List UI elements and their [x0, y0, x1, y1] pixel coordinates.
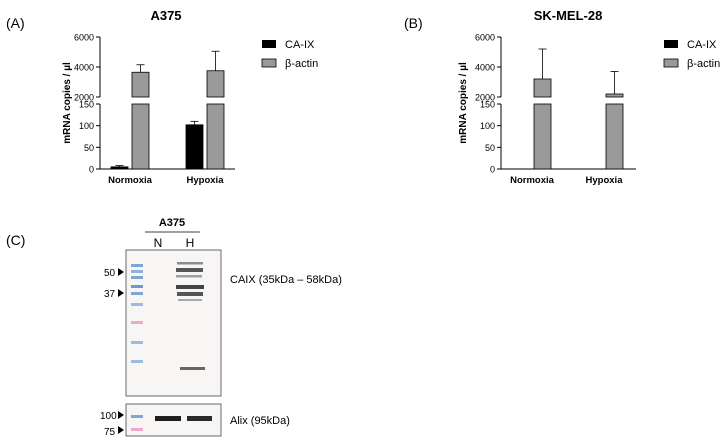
blot-marker-75: 75	[104, 427, 116, 438]
blot-bottom-bands	[155, 416, 212, 421]
chart-b-ytick-label-lower-1: 100	[480, 121, 495, 131]
blot-marker-50-arrow	[118, 268, 124, 276]
chart-a-bar-0-0	[110, 166, 129, 170]
panel-a-title: A375	[150, 8, 181, 23]
chart-b-ytick-label-upper-1: 4000	[475, 63, 495, 73]
blot-bottom-ladder	[131, 415, 143, 431]
blot-top-bands	[176, 262, 205, 370]
chart-b-xtick-label-0: Normoxia	[510, 175, 555, 186]
chart-b-bar-1-1-upper	[605, 93, 624, 98]
blot-marker-100: 100	[100, 411, 117, 422]
chart-a-xtick-label-0: Normoxia	[108, 175, 153, 186]
legend-b-label-ca-ix: CA-IX	[687, 39, 717, 51]
legend-a-swatch-ca-ix	[262, 40, 276, 48]
blot-bottom-label: Alix (95kDa)	[230, 415, 290, 427]
chart-a-ytick-label-lower-1: 100	[79, 121, 94, 131]
chart-b-bar-1-1-lower	[605, 103, 624, 170]
chart-a-axis-break-gap	[101, 97, 235, 104]
chart-b-xtick-label-1: Hypoxia	[586, 175, 624, 186]
panel-a-ylabel: mRNA copies / µl	[62, 62, 73, 144]
chart-b-bar-1-0-lower	[533, 103, 552, 170]
legend-a: CA-IX β-actin	[261, 39, 318, 70]
legend-b: CA-IX β-actin	[663, 39, 720, 70]
legend-b-label-beta-actin: β-actin	[687, 58, 720, 70]
blot-marker-37-arrow	[118, 289, 124, 297]
blot-lane-h: H	[186, 236, 195, 250]
panel-b-title: SK-MEL-28	[534, 8, 603, 23]
chart-a-ytick-label-lower-0: 150	[79, 100, 94, 110]
panel-c-letter: (C)	[6, 232, 25, 248]
blot-top-membrane	[125, 249, 222, 397]
chart-b-axis-break-gap	[502, 97, 636, 104]
chart-a-xtick-label-1: Hypoxia	[187, 175, 225, 186]
legend-b-swatch-ca-ix	[664, 40, 678, 48]
blot-marker-37: 37	[104, 289, 116, 300]
chart-b-ytick-label-upper-0: 6000	[475, 33, 495, 43]
chart-b-ytick-label-lower-3: 0	[490, 165, 495, 175]
chart-a-ytick-label-lower-3: 0	[89, 165, 94, 175]
panel-b-letter: (B)	[404, 15, 423, 31]
legend-b-swatch-beta-actin	[663, 58, 679, 68]
chart-a-bar-0-1	[185, 124, 204, 170]
chart-a-ytick-label-upper-0: 6000	[74, 33, 94, 43]
chart-a-ytick-label-upper-1: 4000	[74, 63, 94, 73]
chart-a-bar-1-0-upper	[131, 71, 150, 98]
blot-marker-100-arrow	[118, 411, 124, 419]
blot-top-ladder	[131, 264, 143, 363]
legend-a-label-ca-ix: CA-IX	[285, 39, 315, 51]
blot-top-label: CAIX (35kDa – 58kDa)	[230, 274, 342, 286]
panel-b-ylabel: mRNA copies / µl	[458, 62, 469, 144]
chart-a-ytick-label-upper-2: 2000	[74, 93, 94, 103]
chart-b-ytick-label-upper-2: 2000	[475, 93, 495, 103]
chart-a-bar-1-0-lower	[131, 103, 150, 170]
legend-a-swatch-beta-actin	[261, 58, 277, 68]
blot-marker-75-arrow	[118, 426, 124, 434]
chart-b-bar-1-0-upper	[533, 78, 552, 98]
chart-b-ytick-label-lower-0: 150	[480, 100, 495, 110]
panel-a-letter: (A)	[6, 15, 25, 31]
blot-sample-header: A375	[159, 217, 185, 229]
chart-b-ytick-label-lower-2: 50	[485, 143, 495, 153]
blot-marker-50: 50	[104, 268, 116, 279]
chart-a-ytick-label-lower-2: 50	[84, 143, 94, 153]
legend-a-label-beta-actin: β-actin	[285, 58, 318, 70]
chart-a-bar-1-1-lower	[206, 103, 225, 170]
blot-lane-n: N	[154, 236, 163, 250]
chart-a-bar-1-1-upper	[206, 70, 225, 98]
